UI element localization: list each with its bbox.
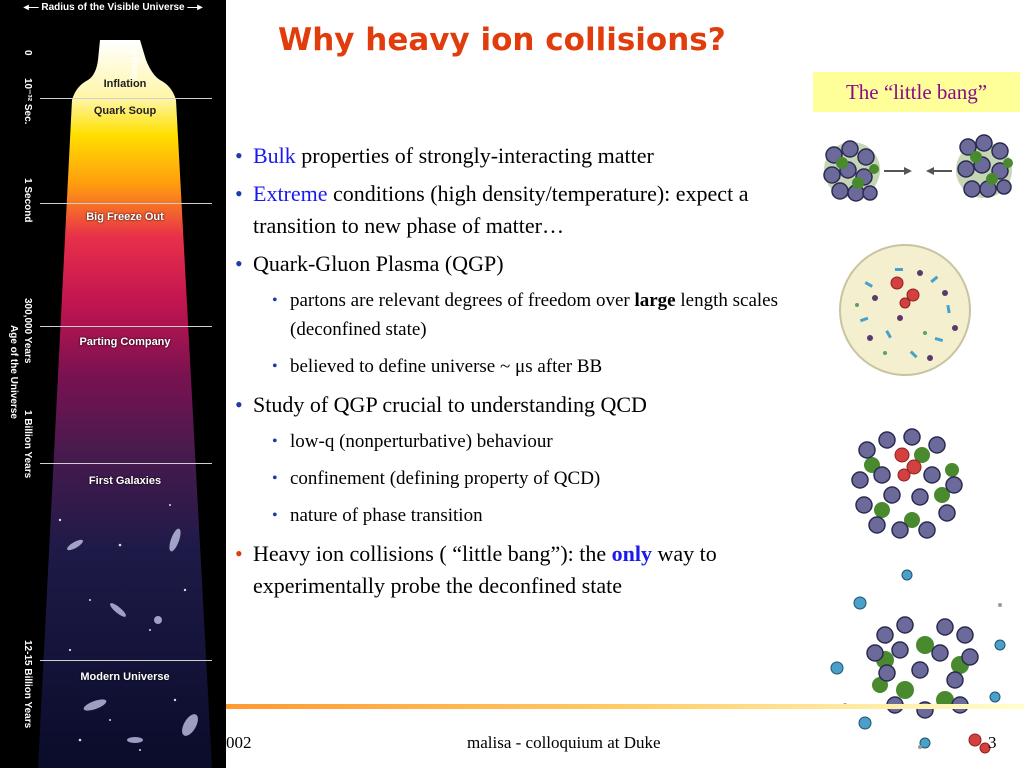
bullet-qgp: • Quark-Gluon Plasma (QGP) (232, 248, 822, 280)
bullet-glyph: • (272, 433, 278, 450)
bullet-bulk-text: properties of strongly-interacting matte… (295, 143, 654, 168)
bullet-extreme: • Extreme conditions (high density/tempe… (232, 178, 822, 242)
sub-bullet-phase: • nature of phase transition (232, 501, 822, 530)
separator-5 (40, 660, 212, 661)
time-label-3: 300,000 Years (22, 298, 33, 364)
time-label-0: 0 (22, 50, 33, 56)
separator-4 (40, 463, 212, 464)
footer-page-number: 3 (988, 733, 997, 752)
slide-title: Why heavy ion collisions? (278, 22, 726, 58)
heavy-ion-text-pre: Heavy ion collisions ( “little bang”): t… (253, 541, 612, 566)
bullet-study-text: Study of QGP crucial to understanding QC… (253, 392, 647, 417)
sub-bullet-low-q: • low-q (nonperturbative) behaviour (232, 427, 822, 456)
bullet-glyph: • (235, 541, 243, 566)
universe-radius-header: ◂— Radius of the Visible Universe —▸ (8, 2, 218, 13)
bullet-glyph: • (272, 507, 278, 524)
right-arrow-icon: —▸ (187, 2, 203, 13)
freeze-out-image (830, 569, 1006, 754)
band-quark-soup: Quark Soup (93, 105, 157, 117)
footer-date: 002 (226, 733, 252, 752)
universe-timeline-image: ◂— Radius of the Visible Universe —▸ Big… (0, 0, 226, 768)
highlight-only: only (611, 541, 652, 566)
separator-3 (40, 326, 212, 327)
footer-divider (226, 704, 1024, 709)
bullet-glyph: • (272, 470, 278, 487)
highlight-bulk: Bulk (253, 143, 296, 168)
time-label-5: 1 Billion Years (22, 410, 33, 479)
partons-text-bold: large (634, 290, 676, 311)
band-modern-universe: Modern Universe (80, 671, 170, 683)
bullet-extreme-text: conditions (high density/temperature): e… (253, 181, 749, 238)
partons-text-post: length scales (deconfined state) (290, 290, 778, 340)
bullet-glyph: • (272, 358, 278, 375)
universe-radius-label: Radius of the Visible Universe (41, 2, 185, 13)
bullet-list: • Bulk properties of strongly-interactin… (232, 140, 822, 608)
phase-text: nature of phase transition (290, 505, 483, 526)
nuclei-approach-image (823, 134, 1013, 202)
bullet-heavy-ion: • Heavy ion collisions ( “little bang”):… (232, 538, 822, 602)
band-first-galaxies: First Galaxies (88, 475, 162, 487)
band-parting-company: Parting Company (79, 336, 171, 348)
time-label-4: Age of the Universe (8, 325, 19, 419)
bullet-glyph: • (235, 392, 243, 417)
bullet-qgp-text: Quark-Gluon Plasma (QGP) (253, 251, 504, 276)
sub-bullet-universe: • believed to define universe ~ μs after… (232, 352, 822, 381)
universe-funnel-graphic (38, 40, 212, 768)
little-bang-callout: The “little bang” (813, 72, 1020, 112)
footer-title: malisa - colloquium at Duke (467, 733, 661, 752)
sub-bullet-confinement: • confinement (defining property of QCD) (232, 464, 822, 493)
heavy-ion-text-post: way to experimentally probe the deconfin… (253, 541, 717, 598)
confinement-text: confinement (defining property of QCD) (290, 468, 601, 489)
time-label-1: 10⁻³² Sec. (22, 78, 33, 125)
bullet-glyph: • (272, 292, 278, 309)
hadronization-image (851, 428, 963, 539)
bullet-glyph: • (235, 181, 243, 206)
separator-2 (40, 203, 212, 204)
left-arrow-icon: ◂— (23, 2, 39, 13)
bullet-study-qgp: • Study of QGP crucial to understanding … (232, 389, 822, 421)
time-label-6: 12-15 Billion Years (22, 640, 33, 729)
bullet-bulk: • Bulk properties of strongly-interactin… (232, 140, 822, 172)
partons-text-pre: partons are relevant degrees of freedom … (290, 290, 635, 311)
band-big-freeze-out: Big Freeze Out (86, 211, 164, 223)
separator-1 (40, 98, 212, 99)
big-bang-label: Big Bang (130, 40, 140, 80)
bullet-glyph: • (235, 143, 243, 168)
universe-text: believed to define universe ~ μs after B… (290, 356, 603, 377)
low-q-text: low-q (nonperturbative) behaviour (290, 431, 553, 452)
band-inflation: Inflation (103, 78, 147, 90)
sub-bullet-partons: • partons are relevant degrees of freedo… (232, 286, 822, 344)
highlight-extreme: Extreme (253, 181, 328, 206)
bullet-glyph: • (235, 251, 243, 276)
right-nucleus (956, 134, 1013, 198)
time-label-2: 1 Second (22, 178, 33, 223)
qgp-plasma-image (839, 244, 971, 376)
left-nucleus (823, 140, 880, 202)
